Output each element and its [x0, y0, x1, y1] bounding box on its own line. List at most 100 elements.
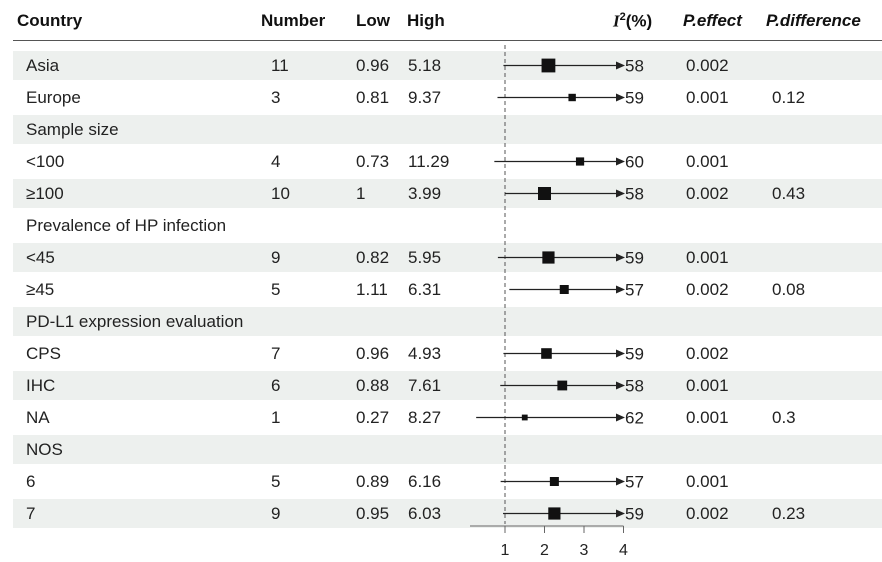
- point-estimate: [541, 58, 556, 73]
- cell-label: 6: [26, 472, 36, 491]
- x-tick-label: 4: [619, 542, 628, 559]
- cell-peffect: 0.002: [686, 504, 729, 523]
- cell-high: 8.27: [408, 408, 442, 427]
- i2-value: 59: [625, 345, 644, 364]
- ci-arrow: [616, 61, 625, 70]
- cell-number: 6: [271, 376, 281, 395]
- point-estimate: [542, 251, 555, 264]
- cell-number: 4: [271, 152, 281, 171]
- i2-value: 57: [625, 281, 644, 300]
- cell-high: 5.95: [408, 248, 442, 267]
- cell-pdiff: 0.08: [772, 280, 806, 299]
- cell-peffect: 0.002: [686, 56, 729, 75]
- cell-low: 0.95: [356, 504, 390, 523]
- cell-number: 7: [271, 344, 281, 363]
- header-i2-unit: (%): [625, 11, 653, 31]
- cell-label: Asia: [26, 56, 60, 75]
- table-row: Sample size: [13, 115, 882, 144]
- cell-high: 6.31: [408, 280, 442, 299]
- i2-value: 58: [625, 57, 644, 76]
- ci-arrow: [616, 189, 625, 198]
- table-row: NA 1 0.27 8.27 0.001 0.3: [13, 403, 882, 432]
- cell-label: CPS: [26, 344, 61, 363]
- header-peffect: P.effect: [683, 11, 742, 30]
- cell-low: 0.88: [356, 376, 390, 395]
- cell-low: 1: [356, 184, 366, 203]
- cell-label: IHC: [26, 376, 56, 395]
- cell-number: 9: [271, 248, 281, 267]
- ci-arrow: [616, 349, 625, 358]
- cell-low: 0.73: [356, 152, 390, 171]
- cell-pdiff: 0.23: [772, 504, 806, 523]
- cell-low: 0.82: [356, 248, 390, 267]
- table-row: CPS 7 0.96 4.93 0.002: [13, 339, 882, 368]
- header-pdifference: P.difference: [766, 11, 861, 30]
- cell-high: 6.16: [408, 472, 442, 491]
- cell-label: PD-L1 expression evaluation: [26, 312, 244, 331]
- cell-high: 3.99: [408, 184, 442, 203]
- i2-value: 62: [625, 409, 644, 428]
- i2-value: 58: [625, 185, 644, 204]
- x-tick-label: 3: [580, 542, 589, 559]
- header-high: High: [407, 11, 445, 30]
- table-row: Asia 11 0.96 5.18 0.002: [13, 51, 882, 80]
- header-i2: I2(%): [613, 11, 652, 32]
- point-estimate: [549, 477, 559, 486]
- cell-number: 1: [271, 408, 281, 427]
- ci-arrow: [616, 285, 625, 294]
- header-number: Number: [261, 11, 326, 30]
- cell-label: NOS: [26, 440, 63, 459]
- table-row: PD-L1 expression evaluation: [13, 307, 882, 336]
- ci-arrow: [616, 413, 625, 422]
- cell-label: <45: [26, 248, 55, 267]
- table-row: <45 9 0.82 5.95 0.001: [13, 243, 882, 272]
- x-tick-label: 2: [540, 542, 549, 559]
- cell-high: 11.29: [408, 152, 450, 171]
- header-country: Country: [17, 11, 83, 30]
- ci-arrow: [616, 381, 625, 390]
- table-row: Europe 3 0.81 9.37 0.001 0.12: [13, 83, 882, 112]
- table-row: 7 9 0.95 6.03 0.002 0.23: [13, 499, 882, 528]
- table-row: ≥100 10 1 3.99 0.002 0.43: [13, 179, 882, 208]
- table-row: NOS: [13, 435, 882, 464]
- cell-low: 0.89: [356, 472, 390, 491]
- cell-label: Europe: [26, 88, 81, 107]
- table-row: Prevalence of HP infection: [13, 211, 882, 240]
- cell-peffect: 0.001: [686, 376, 729, 395]
- table-row: ≥45 5 1.11 6.31 0.002 0.08: [13, 275, 882, 304]
- cell-peffect: 0.001: [686, 88, 729, 107]
- cell-low: 1.11: [356, 280, 388, 299]
- cell-low: 0.81: [356, 88, 390, 107]
- cell-low: 0.96: [356, 344, 390, 363]
- cell-peffect: 0.002: [686, 280, 729, 299]
- cell-number: 9: [271, 504, 281, 523]
- cell-high: 7.61: [408, 376, 442, 395]
- point-estimate: [568, 93, 576, 102]
- cell-number: 10: [271, 184, 290, 203]
- i2-value: 57: [625, 473, 644, 492]
- i2-value: 59: [625, 505, 644, 524]
- cell-label: NA: [26, 408, 50, 427]
- i2-value: 60: [625, 153, 644, 172]
- point-estimate: [559, 285, 569, 294]
- point-estimate: [548, 507, 561, 520]
- ci-arrow: [616, 509, 625, 518]
- cell-label: ≥100: [26, 184, 64, 203]
- i2-value: 58: [625, 377, 644, 396]
- cell-number: 5: [271, 472, 281, 491]
- ci-arrow: [616, 157, 625, 166]
- table-row: IHC 6 0.88 7.61 0.001: [13, 371, 882, 400]
- cell-peffect: 0.002: [686, 184, 729, 203]
- header-low: Low: [356, 11, 390, 30]
- cell-peffect: 0.001: [686, 152, 729, 171]
- table-row: 6 5 0.89 6.16 0.001: [13, 467, 882, 496]
- header-rule: [13, 40, 882, 41]
- cell-pdiff: 0.3: [772, 408, 796, 427]
- point-estimate: [557, 380, 568, 391]
- point-estimate: [521, 414, 528, 421]
- header-i2-sup: 2: [619, 11, 626, 23]
- ci-arrow: [616, 253, 625, 262]
- cell-high: 5.18: [408, 56, 442, 75]
- ci-arrow: [616, 477, 625, 486]
